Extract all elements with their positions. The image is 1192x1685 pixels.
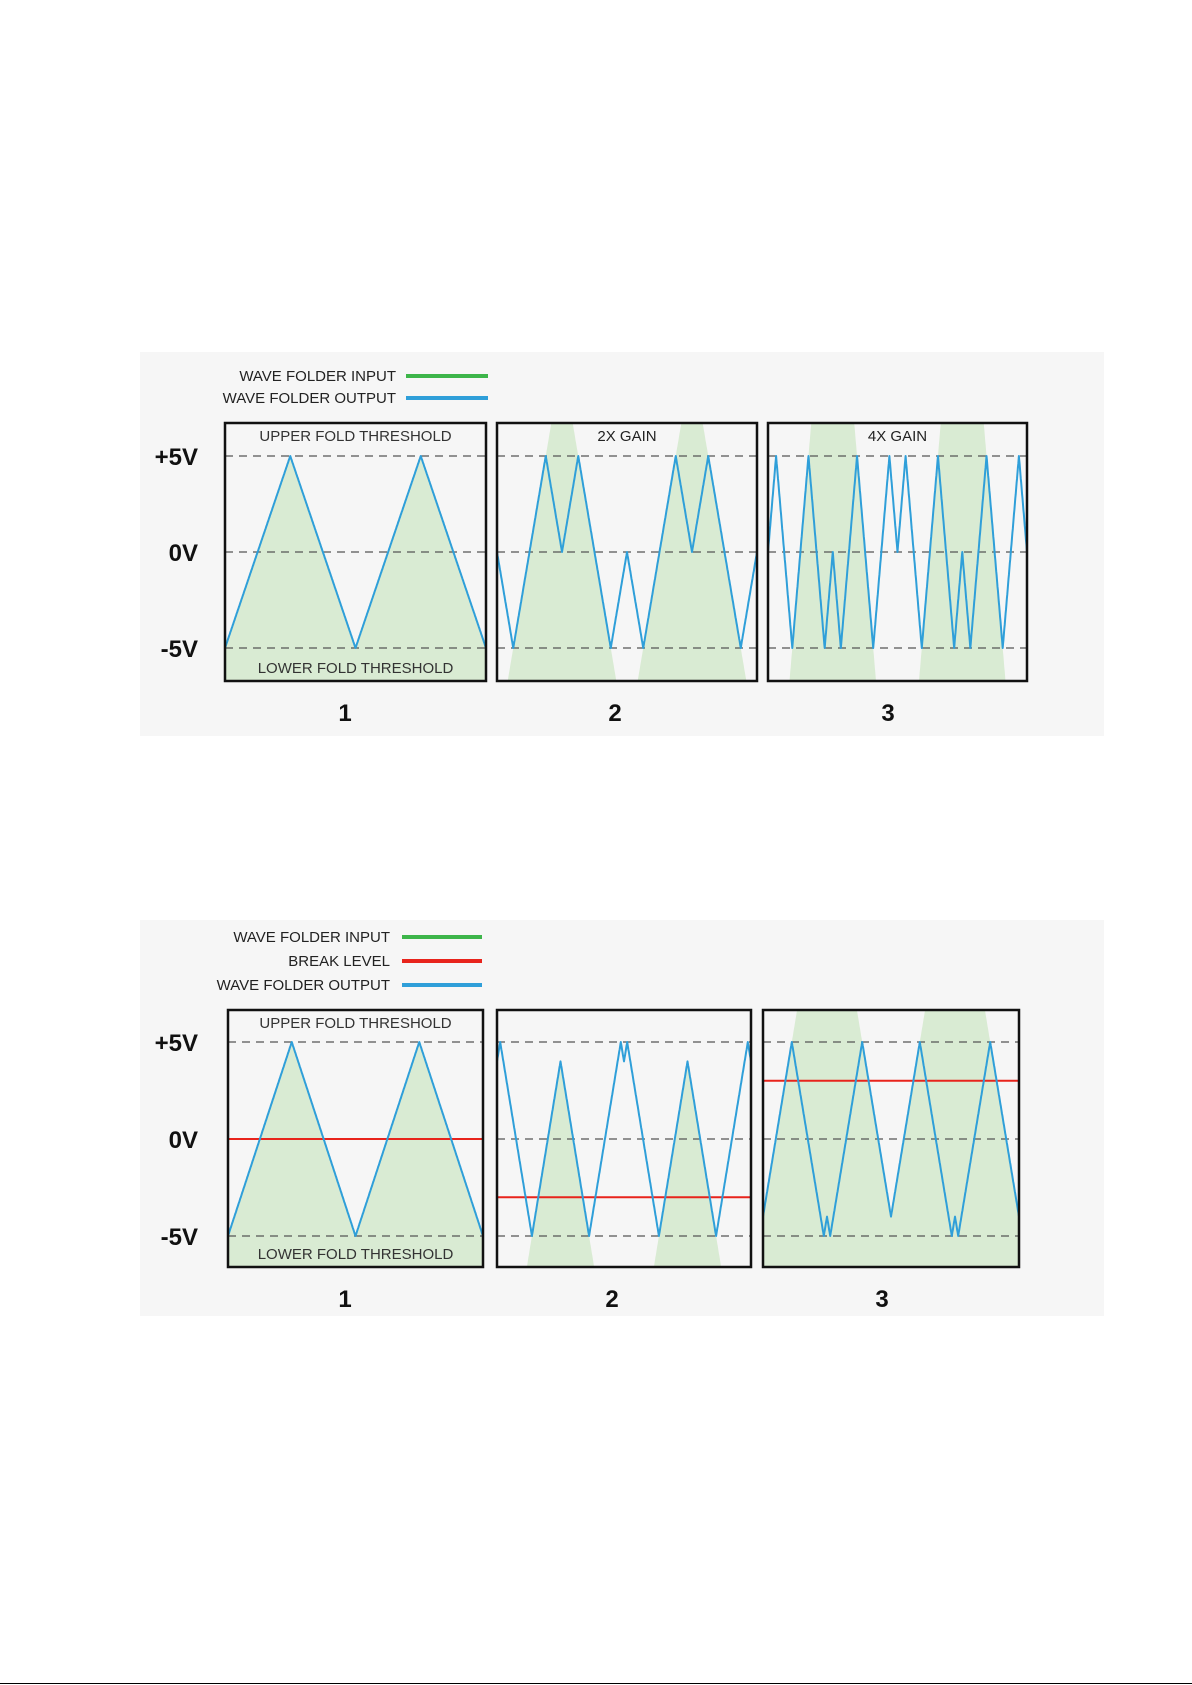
panel-border	[766, 421, 1029, 683]
panel-content	[768, 423, 1027, 681]
voltage-label: 0V	[169, 540, 198, 567]
panel-border	[761, 1008, 1021, 1269]
panel-content	[225, 455, 486, 681]
panel-number: 3	[875, 1286, 888, 1313]
input-wave-fill	[507, 423, 747, 681]
panel-border	[226, 1008, 485, 1269]
input-wave-fill	[225, 456, 486, 681]
panel-number: 3	[881, 700, 894, 727]
break-level-diagram: WAVE FOLDER INPUT BREAK LEVEL WAVE FOLDER …	[155, 929, 1021, 1313]
voltage-label: -5V	[161, 636, 198, 663]
upper-threshold-label: UPPER FOLD THRESHOLD	[259, 1015, 451, 1032]
legend-label: WAVE FOLDER INPUT	[239, 368, 396, 385]
voltage-label: +5V	[155, 444, 198, 471]
panel-number: 1	[338, 1286, 351, 1313]
voltage-label: +5V	[155, 1030, 198, 1057]
output-wave-line	[497, 455, 757, 649]
wave-folder-break-figure: WAVE FOLDER INPUT BREAK LEVEL WAVE FOLDER …	[140, 920, 1104, 1316]
gain-diagram: WAVE FOLDER INPUT WAVE FOLDER OUTPUT +5V 0V…	[155, 368, 1029, 727]
voltage-label: 0V	[169, 1127, 198, 1154]
panel-content	[228, 1041, 483, 1267]
panel-border	[495, 1008, 753, 1269]
legend-label: BREAK LEVEL	[288, 953, 390, 970]
page-footer-rule	[0, 1683, 1192, 1684]
panel-content	[497, 1041, 751, 1267]
input-wave-fill	[228, 1042, 483, 1267]
legend-label: WAVE FOLDER OUTPUT	[223, 390, 396, 407]
panel-title: 4X GAIN	[868, 428, 927, 445]
panel-3: 4X GAIN 3	[766, 421, 1029, 727]
wave-folder-gain-figure: WAVE FOLDER INPUT WAVE FOLDER OUTPUT +5V 0V…	[140, 352, 1104, 736]
panel-number: 1	[338, 700, 351, 727]
output-wave-line	[763, 1041, 1019, 1237]
panel-1: UPPER FOLD THRESHOLD LOWER FOLD THRESHOLD…	[223, 421, 488, 727]
input-wave-fill	[763, 1010, 1019, 1267]
panel-2: 2	[495, 1008, 753, 1313]
panel-1: UPPER FOLD THRESHOLD LOWER FOLD THRESHOLD…	[226, 1008, 485, 1313]
panel-content	[497, 423, 757, 681]
lower-threshold-label: LOWER FOLD THRESHOLD	[258, 660, 454, 677]
panel-number: 2	[608, 700, 621, 727]
panel-3: 3	[761, 1008, 1021, 1313]
lower-threshold-label: LOWER FOLD THRESHOLD	[258, 1246, 454, 1263]
panel-content	[763, 1010, 1019, 1267]
panel-border	[495, 421, 759, 683]
panel-title: 2X GAIN	[597, 428, 656, 445]
upper-threshold-label: UPPER FOLD THRESHOLD	[259, 428, 451, 445]
voltage-label: -5V	[161, 1224, 198, 1251]
panel-number: 2	[605, 1286, 618, 1313]
panel-border	[223, 421, 488, 683]
output-wave-line	[225, 455, 486, 649]
output-wave-line	[228, 1041, 483, 1237]
panel-2: 2X GAIN 2	[495, 421, 759, 727]
legend-label: WAVE FOLDER OUTPUT	[217, 977, 390, 994]
output-wave-line	[497, 1041, 751, 1237]
input-wave-fill	[526, 1061, 722, 1267]
legend-label: WAVE FOLDER INPUT	[233, 929, 390, 946]
output-wave-line	[768, 455, 1027, 649]
